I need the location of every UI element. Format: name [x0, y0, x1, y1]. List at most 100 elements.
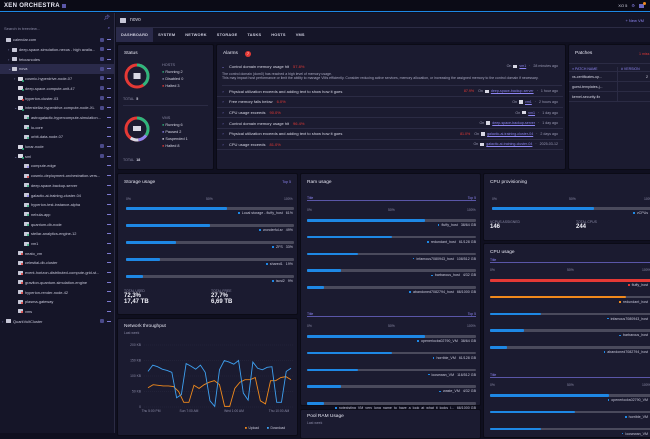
col-patch-name[interactable]: ≡ PATCH NAME: [572, 66, 598, 71]
more-icon[interactable]: [107, 310, 111, 312]
tree-item[interactable]: celestial-db-cluster: [0, 258, 114, 268]
alarm-target-link[interactable]: galactic-ai-training-cluster-04: [487, 131, 534, 136]
tree-item[interactable]: hyperion-cluster-03: [0, 93, 114, 103]
more-icon[interactable]: [107, 301, 111, 303]
alarm-target-link[interactable]: vm1: [528, 110, 535, 115]
more-icon[interactable]: [107, 213, 111, 215]
tab-system[interactable]: SYSTEM: [158, 32, 176, 37]
tasks-icon[interactable]: [639, 1, 646, 8]
more-icon[interactable]: [107, 116, 111, 118]
tree-item[interactable]: › fetcusnodes: [0, 54, 114, 64]
search-icon[interactable]: ⌕: [107, 25, 110, 30]
pin-icon[interactable]: 📌︎: [103, 15, 110, 21]
chevron-icon[interactable]: ⌄: [14, 105, 18, 111]
more-icon[interactable]: [107, 68, 111, 70]
patch-row[interactable]: kernel-security-fix: [569, 92, 650, 102]
alarm-row[interactable]: › Free memory falls below 6.0% On vm1 · 2 hour…: [217, 97, 563, 108]
tree-item[interactable]: hyperion-test-instance-alpha: [0, 200, 114, 210]
col-version[interactable]: # VERSION: [617, 66, 640, 71]
tree-item[interactable]: orbit-data-node-07: [0, 132, 114, 142]
more-icon[interactable]: [107, 78, 111, 80]
more-icon[interactable]: [107, 242, 111, 244]
chevron-right-icon[interactable]: ›: [222, 110, 224, 116]
tree-item[interactable]: ⌄ interstellar-hyperdrive-compute-node-XL: [0, 103, 114, 113]
more-icon[interactable]: [107, 39, 111, 41]
tree-item[interactable]: graviton-quantum-simulation-engine: [0, 278, 114, 288]
alarm-target-link[interactable]: galactic-ai-training-cluster-04: [486, 142, 533, 147]
version-label[interactable]: XO 5: [618, 3, 628, 8]
more-icon[interactable]: [107, 320, 111, 322]
chevron-icon[interactable]: ⌄: [14, 153, 18, 159]
chevron-icon[interactable]: ›: [8, 47, 10, 53]
more-icon[interactable]: [107, 204, 111, 206]
chevron-right-icon[interactable]: ›: [222, 88, 224, 94]
tab-hosts[interactable]: HOSTS: [271, 32, 286, 37]
tree-item[interactable]: › QuarkVultCluster: [0, 316, 114, 326]
tree-item[interactable]: io-core: [0, 122, 114, 132]
tree-item[interactable]: neato_vm: [0, 248, 114, 258]
chevron-icon[interactable]: ›: [8, 56, 10, 62]
tree-item[interactable]: quantum-db-node: [0, 219, 114, 229]
more-icon[interactable]: [107, 126, 111, 128]
tree-item[interactable]: › deep-space-simulation-nexus - high avai…: [0, 45, 114, 55]
more-icon[interactable]: [107, 145, 111, 147]
alarm-row[interactable]: › CPU usage exceeds 90.0% On vm1 · 1 day ago: [217, 108, 563, 119]
chevron-icon[interactable]: ›: [2, 318, 4, 324]
chevron-right-icon[interactable]: ›: [222, 99, 224, 105]
more-icon[interactable]: [107, 48, 111, 50]
tree-item[interactable]: plasma-gateway: [0, 297, 114, 307]
chevron-right-icon[interactable]: ›: [222, 131, 224, 137]
alarm-row[interactable]: › CPU usage exceeds 81.0% On galactic-ai-tra…: [217, 140, 563, 151]
chevron-right-icon[interactable]: ›: [222, 120, 224, 126]
more-icon[interactable]: [107, 175, 111, 177]
more-icon[interactable]: [107, 262, 111, 264]
alarm-row[interactable]: › Control domain memory usage hit 96.4% On d…: [217, 118, 563, 129]
more-icon[interactable]: [107, 233, 111, 235]
tree-item[interactable]: deep-space-backup-server: [0, 181, 114, 191]
tree-item[interactable]: galactic-ai-training-cluster-04: [0, 190, 114, 200]
tree-item[interactable]: ⌄ nova: [0, 64, 114, 74]
storage-top-select[interactable]: Top 5: [282, 180, 291, 184]
alarm-target-link[interactable]: deep-space-backup-server: [490, 89, 534, 94]
alarm-target-link[interactable]: vm1: [525, 99, 532, 104]
more-icon[interactable]: [107, 184, 111, 186]
tree-item[interactable]: stellar-analytics-engine-12: [0, 229, 114, 239]
tree-item[interactable]: ⌄ sml: [0, 151, 114, 161]
tab-dashboard[interactable]: DASHBOARD: [116, 28, 154, 42]
tree-item[interactable]: compute-edge: [0, 161, 114, 171]
tree-item[interactable]: › cosmic-hyperdrive-node-07: [0, 74, 114, 84]
menu-icon[interactable]: [62, 4, 66, 8]
alarm-target-link[interactable]: vm1: [519, 64, 527, 69]
patch-row[interactable]: guest-templates-j...: [569, 82, 650, 92]
tree-item[interactable]: lunar-node: [0, 142, 114, 152]
more-icon[interactable]: [107, 223, 111, 225]
chevron-icon[interactable]: ⌄: [8, 66, 12, 72]
tree-item[interactable]: deep-space-compute-unit-47: [0, 84, 114, 94]
tree-item[interactable]: vms: [0, 307, 114, 317]
tree-item[interactable]: astrogalactic-hypercompute-simulation...: [0, 113, 114, 123]
app-logo[interactable]: XEN ORCHESTRA: [4, 2, 60, 9]
tab-vms[interactable]: VMS: [295, 32, 305, 37]
tree-item[interactable]: nebula-app: [0, 210, 114, 220]
chevron-icon[interactable]: ›: [14, 76, 16, 82]
tree-search-input[interactable]: Search in treeview... ⌕: [2, 24, 112, 33]
more-icon[interactable]: [107, 87, 111, 89]
more-icon[interactable]: [107, 272, 111, 274]
more-icon[interactable]: [107, 194, 111, 196]
patch-row[interactable]: xs-certificates-up... 2: [569, 72, 650, 82]
tree-item[interactable]: hyperion-render-node-42: [0, 287, 114, 297]
chevron-down-icon[interactable]: ⌄: [221, 63, 225, 69]
tree-item[interactable]: event-horizon-distributed-compute-grid-s…: [0, 268, 114, 278]
top-select[interactable]: Top 5: [467, 196, 476, 200]
alarm-row[interactable]: › Physical utilization exceeds and adding…: [217, 129, 563, 140]
new-vm-button[interactable]: + New VM: [625, 17, 644, 23]
alarm-row[interactable]: ⌄ Control domain memory usage hit 57.8% On v…: [217, 61, 563, 72]
more-icon[interactable]: [107, 252, 111, 254]
tree-item[interactable]: calendar.com: [0, 35, 114, 45]
tab-storage[interactable]: STORAGE: [216, 32, 238, 37]
top-select[interactable]: Top 5: [467, 312, 476, 316]
alarm-row[interactable]: › Physical utilization exceeds and adding…: [217, 87, 563, 98]
more-icon[interactable]: [107, 58, 111, 60]
tree-item[interactable]: cosmic-deployment-orchestration-vers...: [0, 171, 114, 181]
more-icon[interactable]: [107, 165, 111, 167]
